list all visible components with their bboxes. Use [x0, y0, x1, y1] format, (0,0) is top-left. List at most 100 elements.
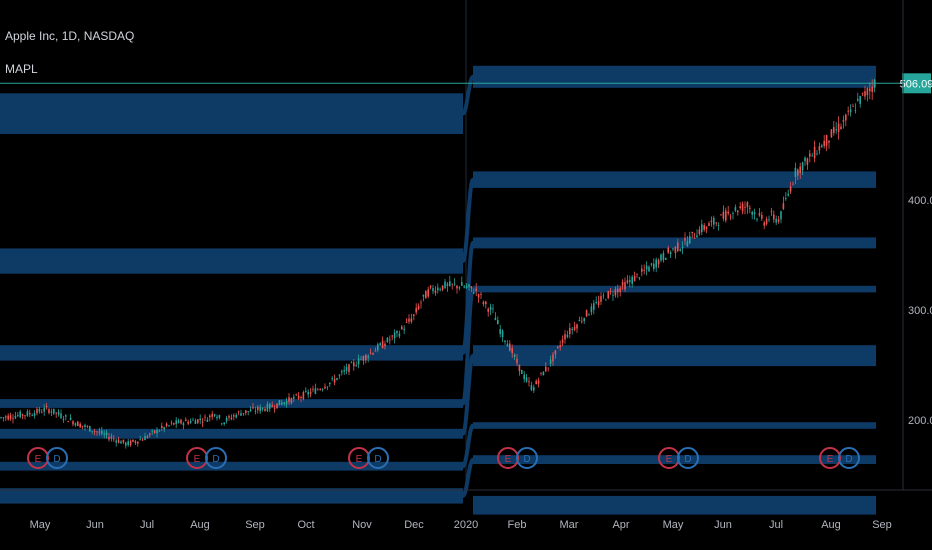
candle-body [218, 415, 221, 418]
candle-body [485, 301, 487, 305]
candle-body [254, 410, 257, 412]
earnings-badge-label: E [666, 454, 673, 465]
candle-body [372, 352, 374, 355]
y-tick-label: 400.00 [908, 195, 932, 207]
zone-connector-0 [461, 74, 475, 116]
zone-left-1 [0, 248, 463, 274]
x-tick-label: Sep [872, 519, 892, 531]
candle [583, 317, 585, 324]
candle [494, 312, 497, 321]
candle [463, 284, 465, 289]
candle [624, 277, 626, 292]
candle-body [602, 295, 605, 297]
candle [547, 367, 549, 372]
candle [833, 120, 835, 136]
candle-body [818, 146, 821, 151]
candle [225, 415, 228, 424]
candle-body [845, 114, 847, 121]
candle-body [194, 420, 197, 424]
candle [261, 407, 264, 412]
candle [763, 220, 765, 230]
candle [300, 395, 302, 403]
candle [194, 418, 197, 424]
indicator-label[interactable]: MAPL [5, 62, 38, 76]
candle-body [365, 354, 367, 361]
candle [408, 314, 410, 324]
candle-body [230, 417, 233, 420]
candle [55, 412, 57, 418]
candle [840, 123, 842, 130]
candle-body [204, 416, 206, 418]
candle [425, 290, 427, 299]
candle-body [653, 263, 655, 270]
candle-body [823, 141, 825, 146]
candle [93, 428, 96, 436]
candle-body [417, 305, 420, 310]
candle-body [545, 366, 547, 372]
candle-body [290, 398, 293, 404]
candle-body [569, 328, 571, 335]
zone-connector-6 [461, 457, 475, 498]
candle-body [686, 241, 689, 246]
candle-body [5, 416, 7, 418]
candle [595, 296, 597, 305]
candle [72, 420, 74, 427]
candle-body [221, 423, 223, 425]
candle-body [206, 419, 209, 422]
candle [449, 275, 451, 287]
candle [686, 235, 689, 248]
candle [146, 434, 149, 439]
candle-body [331, 377, 333, 379]
earnings-badge-label: E [194, 454, 201, 465]
candle-body [91, 430, 93, 432]
last-price-label: 506.09 [900, 78, 932, 90]
candle [739, 202, 741, 210]
candle [132, 439, 134, 443]
candle-body [50, 411, 53, 413]
candle [403, 325, 405, 334]
candle [782, 196, 785, 210]
candle-body [329, 382, 331, 385]
candle [629, 275, 631, 288]
candle-body [444, 281, 446, 289]
candle-body [305, 390, 307, 392]
candle [492, 304, 494, 314]
candle [590, 303, 593, 316]
candle-body [638, 277, 641, 279]
candle-body [787, 193, 789, 196]
candle [348, 363, 350, 376]
candle-body [355, 365, 357, 367]
candle-body [149, 433, 151, 436]
zone-right-7 [473, 495, 876, 515]
candle-body [295, 394, 297, 396]
candle [845, 113, 847, 127]
candle-body [165, 423, 168, 427]
candle [696, 229, 698, 238]
candle [561, 335, 564, 347]
candle [415, 303, 417, 315]
candle [110, 433, 113, 442]
candle-body [489, 306, 492, 310]
candle-body [619, 288, 621, 292]
candle [290, 397, 293, 405]
candle [45, 402, 48, 410]
candle-body [470, 286, 473, 289]
candle [804, 156, 806, 166]
candle-body [453, 283, 456, 285]
candle [665, 257, 667, 260]
candle-body [708, 223, 710, 227]
candle-body [713, 218, 715, 225]
candle-body [477, 294, 480, 298]
candle-body [744, 206, 746, 208]
candle [499, 324, 501, 338]
candle-body [830, 129, 833, 138]
candle [69, 414, 72, 421]
candle [482, 300, 485, 307]
candle-body [110, 436, 113, 439]
candle [38, 406, 41, 414]
candle [571, 326, 573, 335]
candle [21, 413, 24, 420]
candle [869, 82, 871, 100]
